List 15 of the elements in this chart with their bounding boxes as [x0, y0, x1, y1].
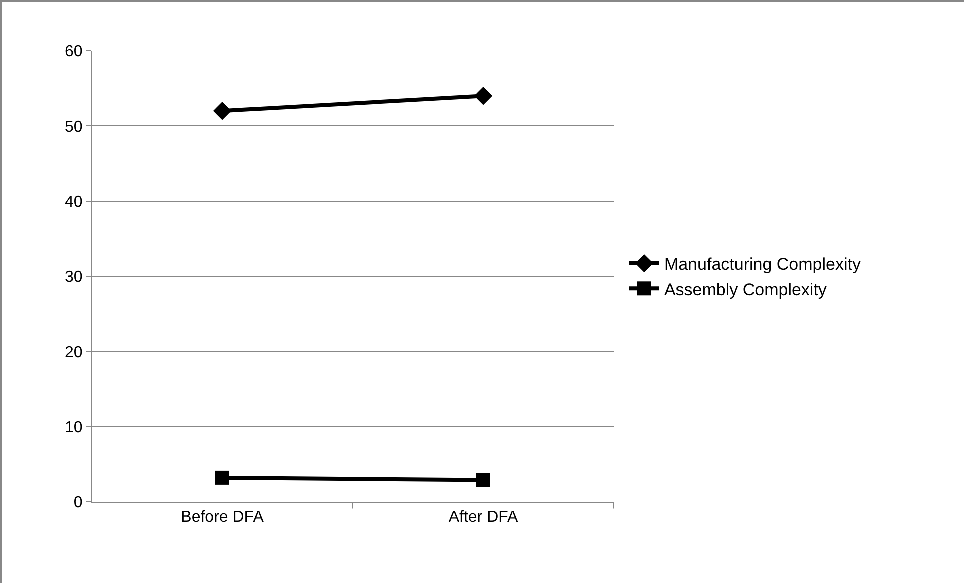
y-tick-label: 40 [65, 194, 83, 211]
y-tick-label: 50 [65, 118, 83, 136]
point [474, 87, 493, 106]
y-tick-label: 0 [74, 494, 83, 512]
point [216, 470, 230, 485]
point [213, 102, 232, 120]
point [476, 473, 490, 488]
legend-label: Manufacturing Complexity [664, 255, 862, 274]
y-tick-label: 30 [65, 269, 83, 286]
y-tick-label: 10 [65, 419, 83, 436]
x-tick-label: After DFA [448, 509, 518, 526]
legend-label: Assembly Complexity [664, 280, 828, 300]
x-tick-label: Before DFA [181, 509, 264, 526]
y-tick-label: 60 [65, 44, 83, 61]
y-tick-label: 20 [65, 344, 83, 362]
